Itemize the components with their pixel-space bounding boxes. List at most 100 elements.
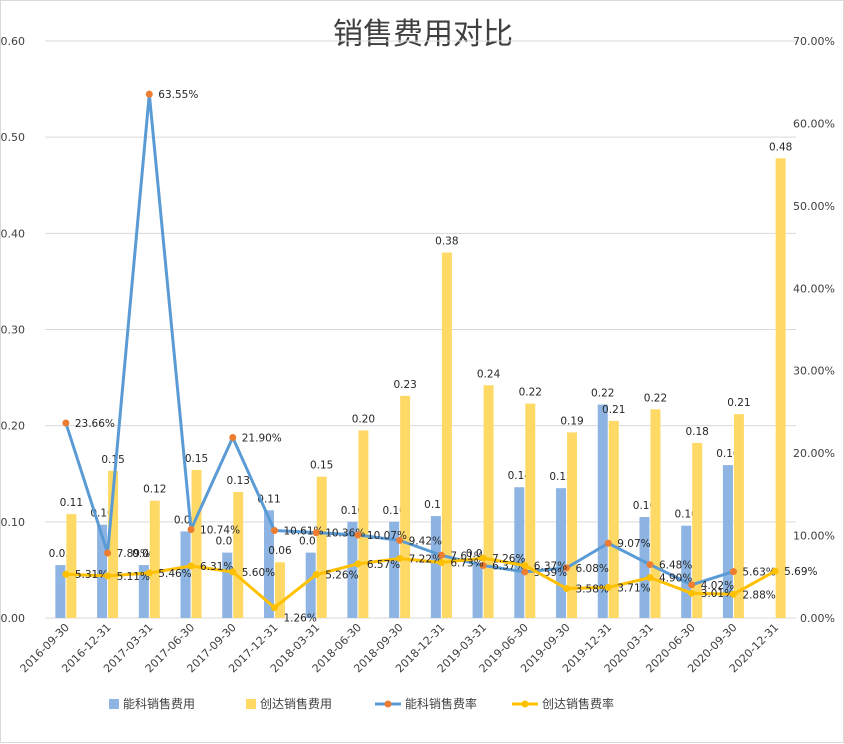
line-data-label: 5.26% [325, 570, 358, 582]
y-right-tick-label: 20.00% [793, 447, 835, 460]
bar [525, 403, 536, 618]
line-data-label: 5.60% [242, 567, 275, 579]
line-data-label: 63.55% [158, 89, 198, 101]
line-point [646, 561, 654, 569]
legend-label: 能科销售费率 [405, 696, 477, 711]
line-point [437, 551, 445, 559]
bar-data-label: 0.10 [382, 505, 405, 517]
line-data-label: 5.69% [784, 566, 817, 578]
line-point [187, 562, 195, 570]
bar [430, 516, 441, 618]
bar [597, 404, 608, 618]
line-data-label: 6.73% [450, 558, 483, 570]
bar-data-label: 0.10 [633, 500, 656, 512]
bar-data-label: 0.10 [674, 509, 697, 521]
bar [441, 252, 452, 619]
bar-data-label: 0.19 [560, 415, 583, 427]
bar [305, 552, 316, 618]
line-point [229, 433, 237, 441]
line-data-label: 21.90% [242, 432, 282, 444]
bar-data-label: 0.15 [101, 454, 124, 466]
line-data-label: 9.07% [617, 538, 650, 550]
line-point [729, 590, 737, 598]
series-line [65, 556, 776, 610]
bar [149, 500, 160, 618]
bar-data-label: 0.07 [299, 536, 322, 548]
bar-data-label: 0.18 [685, 426, 708, 438]
line-point [396, 536, 404, 544]
bar [233, 492, 244, 618]
line-point [563, 584, 571, 592]
y-left-tick-label: 0.60 [1, 35, 25, 48]
line-point [270, 527, 278, 535]
y-left-tick-label: 0.20 [1, 420, 25, 433]
line-data-label: 3.71% [617, 582, 650, 594]
bar-data-label: 0.38 [435, 236, 458, 248]
line-data-label: 3.01% [701, 588, 734, 600]
line-data-label: 3.58% [576, 583, 609, 595]
y-right-tick-label: 10.00% [793, 530, 835, 543]
bar [639, 517, 650, 618]
line-data-label: 4.02% [701, 580, 734, 592]
bar [514, 487, 525, 618]
bar-data-label: 0.24 [477, 368, 501, 380]
legend-marker [521, 700, 529, 708]
bar [692, 442, 703, 618]
line-point [270, 604, 278, 612]
bar-data-label: 0.13 [549, 471, 572, 483]
line-point [729, 568, 737, 576]
legend-label: 能科销售费用 [123, 696, 195, 711]
bar [108, 470, 119, 618]
line-point [229, 568, 237, 576]
bar-data-label: 0.10 [341, 505, 364, 517]
bar [191, 469, 202, 618]
bar [138, 565, 149, 618]
line-point [396, 554, 404, 562]
bar-data-label: 0.11 [424, 499, 447, 511]
line-data-label: 2.88% [742, 589, 775, 601]
y-right-tick-label: 30.00% [793, 365, 835, 378]
bar [556, 488, 567, 618]
line-point [688, 589, 696, 597]
y-right-tick-label: 40.00% [793, 282, 835, 295]
y-left-tick-label: 0.00 [1, 612, 25, 625]
line-data-label: 5.46% [158, 568, 191, 580]
line-point [145, 569, 153, 577]
line-point [354, 560, 362, 568]
line-data-label: 4.90% [659, 573, 692, 585]
line-point [521, 568, 529, 576]
y-right-tick-label: 50.00% [793, 200, 835, 213]
bar [400, 395, 411, 618]
bar [389, 521, 400, 618]
bar [66, 514, 77, 618]
bar [567, 432, 578, 618]
line-point [437, 559, 445, 567]
line-point [521, 561, 529, 569]
legend-swatch [109, 699, 119, 709]
bar-data-label: 0.23 [393, 379, 416, 391]
legend-label: 创达销售费率 [542, 696, 614, 711]
bar-data-label: 0.05 [49, 548, 72, 560]
bar-data-label: 0.15 [310, 460, 333, 472]
bar [316, 476, 327, 618]
bar [681, 525, 692, 618]
line-data-label: 6.37% [534, 560, 567, 572]
y-left-tick-label: 0.10 [1, 516, 25, 529]
bar-data-label: 0.48 [769, 141, 792, 153]
line-point [646, 574, 654, 582]
y-right-tick-label: 70.00% [793, 35, 835, 48]
line-data-label: 6.08% [576, 563, 609, 575]
y-left-tick-label: 0.30 [1, 324, 25, 337]
bar-data-label: 0.22 [591, 388, 614, 400]
line-point [604, 539, 612, 547]
bar-data-label: 0.07 [216, 536, 239, 548]
line-point [62, 419, 70, 427]
legend-label: 创达销售费用 [260, 696, 332, 711]
bar [180, 531, 191, 618]
bar [358, 430, 369, 618]
line-point [688, 581, 696, 589]
bar [222, 552, 233, 618]
line-point [104, 549, 112, 557]
